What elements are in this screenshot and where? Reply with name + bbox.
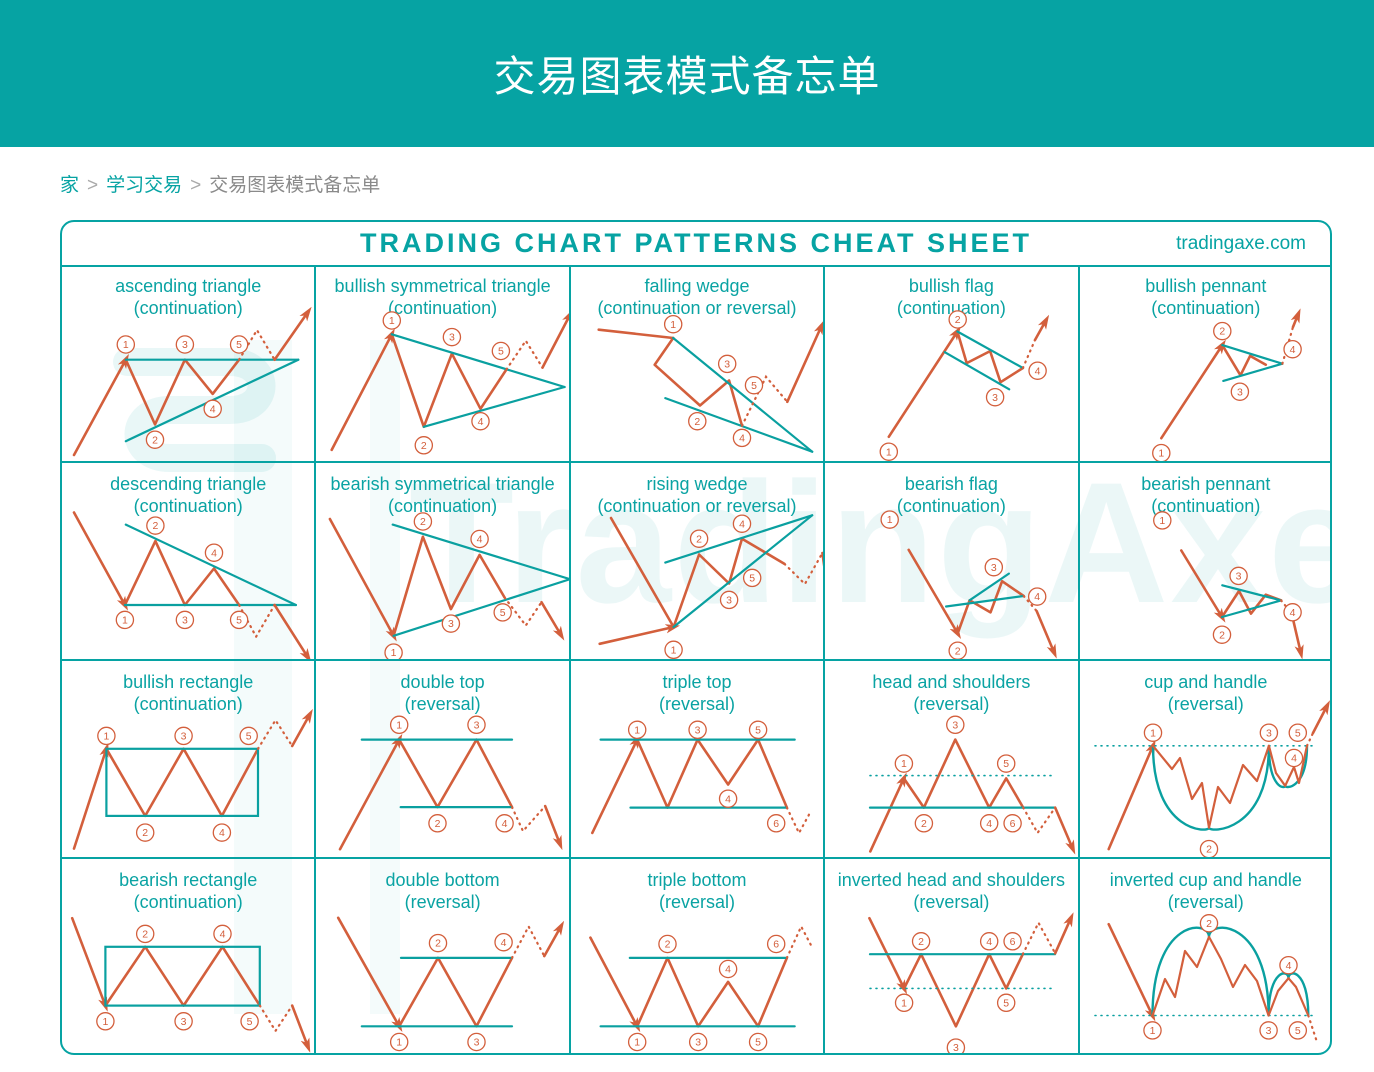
svg-text:4: 4 xyxy=(211,548,217,559)
svg-text:4: 4 xyxy=(210,404,216,415)
svg-text:2: 2 xyxy=(142,828,148,839)
svg-text:1: 1 xyxy=(1158,449,1164,460)
svg-text:1: 1 xyxy=(634,725,640,736)
svg-text:3: 3 xyxy=(695,1038,701,1049)
svg-text:1: 1 xyxy=(103,732,109,743)
svg-text:1: 1 xyxy=(102,1017,108,1028)
svg-text:1: 1 xyxy=(634,1038,640,1049)
svg-text:5: 5 xyxy=(749,573,755,584)
svg-text:3: 3 xyxy=(182,340,188,351)
svg-text:3: 3 xyxy=(448,619,454,630)
svg-text:1: 1 xyxy=(1159,516,1165,527)
svg-text:1: 1 xyxy=(397,1038,403,1049)
svg-text:2: 2 xyxy=(152,521,158,532)
svg-text:6: 6 xyxy=(773,940,779,951)
svg-text:5: 5 xyxy=(755,1038,761,1049)
svg-text:1: 1 xyxy=(1149,1026,1155,1037)
svg-text:3: 3 xyxy=(474,720,480,731)
svg-text:5: 5 xyxy=(751,381,757,392)
svg-text:3: 3 xyxy=(1237,387,1243,398)
svg-text:4: 4 xyxy=(1035,366,1041,377)
svg-text:2: 2 xyxy=(1219,630,1225,641)
svg-text:2: 2 xyxy=(421,441,427,452)
svg-text:4: 4 xyxy=(1285,961,1291,972)
svg-text:5: 5 xyxy=(755,725,761,736)
svg-text:1: 1 xyxy=(1150,728,1156,739)
svg-text:4: 4 xyxy=(725,794,731,805)
svg-text:4: 4 xyxy=(502,819,508,830)
svg-text:4: 4 xyxy=(1289,608,1295,619)
svg-text:1: 1 xyxy=(901,759,907,770)
svg-text:5: 5 xyxy=(236,340,242,351)
svg-text:3: 3 xyxy=(1235,571,1241,582)
svg-text:5: 5 xyxy=(1003,759,1009,770)
svg-text:4: 4 xyxy=(1034,592,1040,603)
svg-text:4: 4 xyxy=(219,828,225,839)
svg-text:1: 1 xyxy=(886,447,892,458)
svg-text:3: 3 xyxy=(694,725,700,736)
svg-text:6: 6 xyxy=(1010,819,1016,830)
svg-text:4: 4 xyxy=(478,417,484,428)
svg-text:2: 2 xyxy=(694,417,700,428)
svg-text:1: 1 xyxy=(670,320,676,331)
svg-text:1: 1 xyxy=(887,515,893,526)
svg-text:1: 1 xyxy=(123,340,129,351)
svg-text:2: 2 xyxy=(664,940,670,951)
svg-text:1: 1 xyxy=(122,615,128,626)
svg-text:5: 5 xyxy=(500,608,506,619)
svg-text:1: 1 xyxy=(901,998,907,1009)
svg-text:3: 3 xyxy=(992,393,998,404)
svg-text:2: 2 xyxy=(435,819,441,830)
svg-text:2: 2 xyxy=(152,435,158,446)
svg-text:6: 6 xyxy=(773,819,779,830)
svg-text:2: 2 xyxy=(921,819,927,830)
svg-text:2: 2 xyxy=(1206,919,1212,930)
svg-text:6: 6 xyxy=(1010,937,1016,948)
svg-text:5: 5 xyxy=(1003,998,1009,1009)
svg-text:2: 2 xyxy=(1206,845,1212,856)
svg-text:2: 2 xyxy=(918,937,924,948)
svg-text:5: 5 xyxy=(236,615,242,626)
svg-text:5: 5 xyxy=(1294,1026,1300,1037)
svg-text:3: 3 xyxy=(724,359,730,370)
svg-text:3: 3 xyxy=(1266,728,1272,739)
svg-text:3: 3 xyxy=(181,732,187,743)
svg-text:4: 4 xyxy=(725,965,731,976)
svg-text:2: 2 xyxy=(435,939,441,950)
svg-text:4: 4 xyxy=(986,819,992,830)
svg-text:3: 3 xyxy=(181,1017,187,1028)
svg-text:3: 3 xyxy=(449,333,455,344)
svg-text:2: 2 xyxy=(696,534,702,545)
svg-text:5: 5 xyxy=(246,732,252,743)
svg-text:4: 4 xyxy=(739,519,745,530)
svg-text:2: 2 xyxy=(420,517,426,528)
svg-text:3: 3 xyxy=(474,1038,480,1049)
svg-text:1: 1 xyxy=(670,645,676,656)
svg-text:5: 5 xyxy=(498,347,504,358)
svg-text:2: 2 xyxy=(142,930,148,941)
svg-text:3: 3 xyxy=(726,595,732,606)
svg-text:4: 4 xyxy=(739,433,745,444)
svg-text:1: 1 xyxy=(391,648,397,659)
svg-text:4: 4 xyxy=(1289,345,1295,356)
svg-text:3: 3 xyxy=(182,615,188,626)
svg-text:4: 4 xyxy=(1291,754,1297,765)
svg-text:4: 4 xyxy=(220,930,226,941)
svg-text:4: 4 xyxy=(986,937,992,948)
svg-text:3: 3 xyxy=(991,563,997,574)
svg-text:2: 2 xyxy=(1219,327,1225,338)
svg-text:5: 5 xyxy=(247,1017,253,1028)
svg-text:4: 4 xyxy=(477,535,483,546)
svg-text:5: 5 xyxy=(1294,728,1300,739)
svg-text:3: 3 xyxy=(953,1043,959,1054)
svg-text:1: 1 xyxy=(389,316,395,327)
svg-text:1: 1 xyxy=(397,720,403,731)
svg-text:2: 2 xyxy=(955,315,961,326)
svg-text:3: 3 xyxy=(1265,1026,1271,1037)
svg-text:4: 4 xyxy=(501,938,507,949)
svg-text:3: 3 xyxy=(953,720,959,731)
svg-text:2: 2 xyxy=(955,646,961,657)
